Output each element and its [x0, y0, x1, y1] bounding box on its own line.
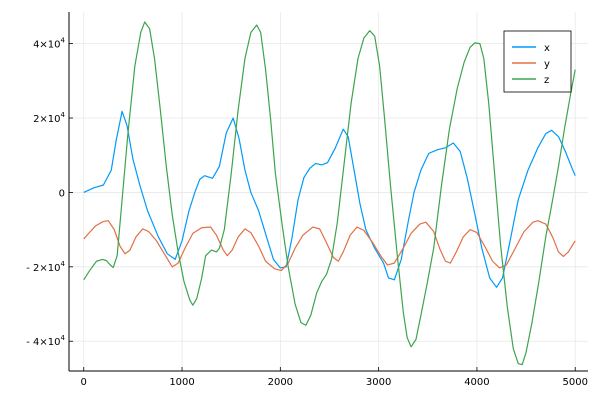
legend-box — [503, 30, 572, 93]
legend: xyz — [503, 30, 572, 93]
series-line-x — [83, 110, 576, 288]
y-tick-label: - 4×104 — [26, 334, 65, 348]
x-tick-label: 4000 — [464, 377, 489, 388]
series-lines — [83, 21, 576, 366]
x-tick-label: 3000 — [366, 377, 391, 388]
y-tick-label: 0 — [59, 188, 65, 199]
tick-labels: 0 1000 2000 3000 4000 5000 - 4×104 - 2×104 0 2×10… — [26, 37, 588, 388]
x-tick-label: 1000 — [169, 377, 194, 388]
y-tick-label: 4×104 — [33, 37, 65, 51]
series-line-z — [83, 21, 576, 366]
x-tick-label: 5000 — [562, 377, 587, 388]
y-tick-label: - 2×104 — [26, 260, 65, 274]
legend-label-y: y — [544, 59, 550, 70]
series-line-y — [83, 220, 576, 272]
x-tick-label: 2000 — [268, 377, 293, 388]
axes — [68, 12, 588, 372]
x-tick-label: 0 — [81, 377, 87, 388]
y-tick-label: 2×104 — [33, 111, 65, 125]
legend-label-z: z — [544, 75, 549, 86]
legend-label-x: x — [544, 43, 550, 54]
